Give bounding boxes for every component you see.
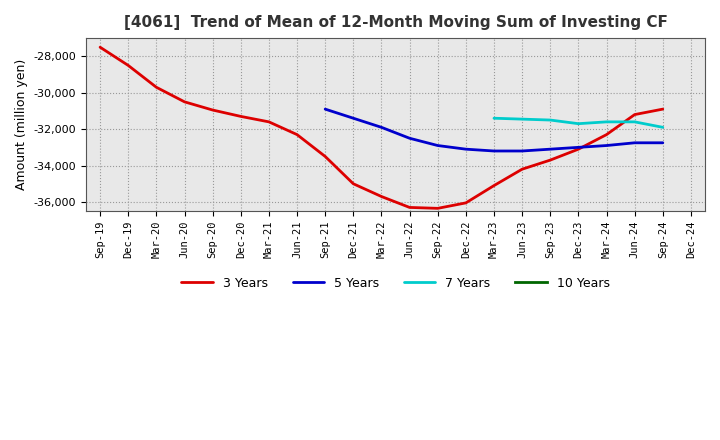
3 Years <box>433 206 442 211</box>
3 Years <box>124 63 132 68</box>
7 Years <box>546 117 554 123</box>
7 Years <box>518 117 526 122</box>
7 Years <box>602 119 611 125</box>
3 Years <box>208 107 217 113</box>
3 Years <box>264 119 273 125</box>
3 Years <box>574 147 582 152</box>
7 Years <box>574 121 582 126</box>
3 Years <box>377 194 386 199</box>
3 Years <box>236 114 245 119</box>
5 Years <box>462 147 470 152</box>
5 Years <box>574 145 582 150</box>
3 Years <box>546 158 554 163</box>
5 Years <box>630 140 639 146</box>
3 Years <box>462 200 470 205</box>
5 Years <box>405 136 414 141</box>
5 Years <box>602 143 611 148</box>
3 Years <box>321 154 330 159</box>
3 Years <box>490 183 498 188</box>
5 Years <box>377 125 386 130</box>
3 Years <box>518 167 526 172</box>
Y-axis label: Amount (million yen): Amount (million yen) <box>15 59 28 190</box>
Line: 3 Years: 3 Years <box>100 47 663 209</box>
3 Years <box>405 205 414 210</box>
3 Years <box>602 132 611 137</box>
3 Years <box>349 181 358 187</box>
5 Years <box>659 140 667 146</box>
5 Years <box>433 143 442 148</box>
Legend: 3 Years, 5 Years, 7 Years, 10 Years: 3 Years, 5 Years, 7 Years, 10 Years <box>176 272 615 295</box>
3 Years <box>152 84 161 90</box>
5 Years <box>349 116 358 121</box>
5 Years <box>546 147 554 152</box>
3 Years <box>180 99 189 104</box>
5 Years <box>490 148 498 154</box>
7 Years <box>659 125 667 130</box>
Line: 5 Years: 5 Years <box>325 109 663 151</box>
7 Years <box>490 116 498 121</box>
3 Years <box>659 106 667 112</box>
Title: [4061]  Trend of Mean of 12-Month Moving Sum of Investing CF: [4061] Trend of Mean of 12-Month Moving … <box>124 15 667 30</box>
3 Years <box>293 132 302 137</box>
3 Years <box>630 112 639 117</box>
Line: 7 Years: 7 Years <box>494 118 663 127</box>
7 Years <box>630 119 639 125</box>
3 Years <box>96 44 104 50</box>
5 Years <box>321 106 330 112</box>
5 Years <box>518 148 526 154</box>
